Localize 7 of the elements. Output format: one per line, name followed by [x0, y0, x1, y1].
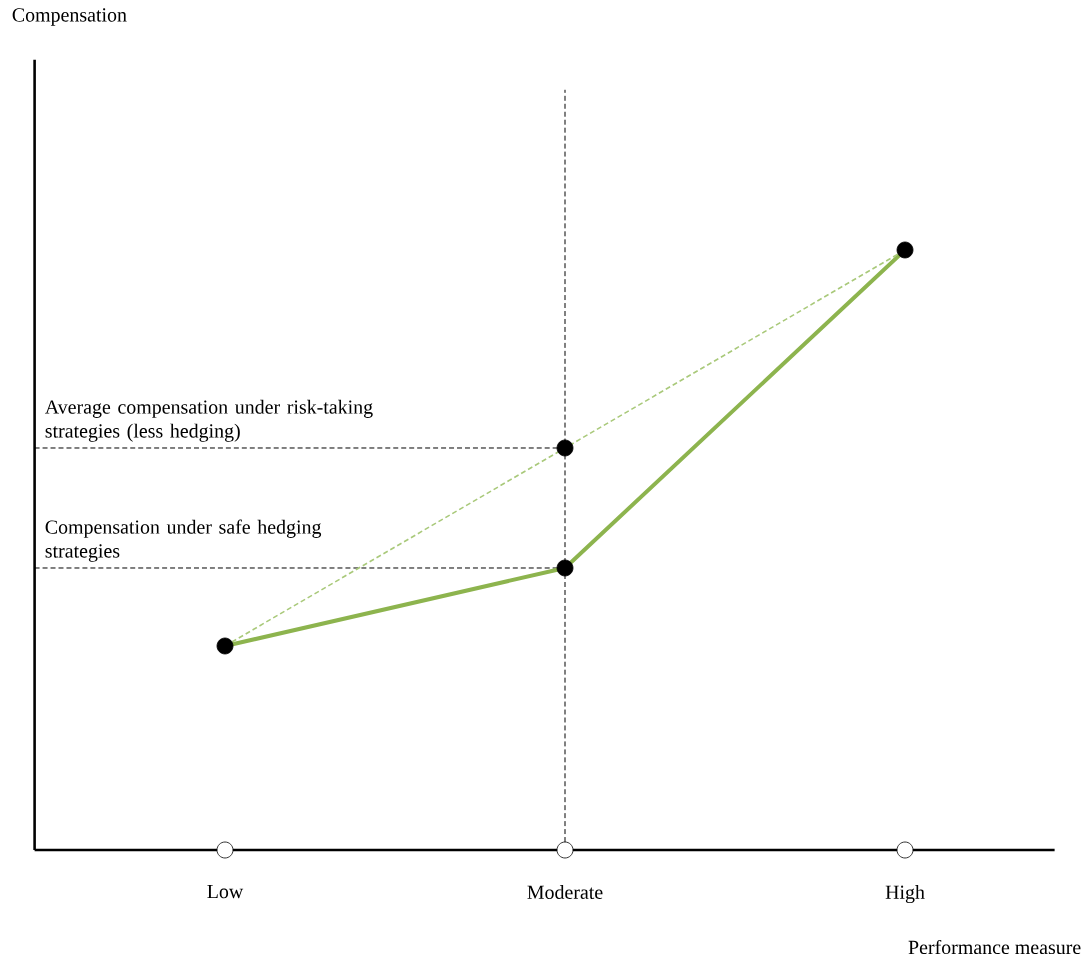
x-tick-label: High: [885, 884, 925, 904]
x-tick-label: Low: [207, 884, 244, 899]
text: Compensation: [12, 8, 127, 26]
x-axis-title: Performance measure: [908, 939, 1081, 955]
x-tick-label: Moderate: [527, 884, 603, 899]
ref-line-label: Compensation under safe hedging strategies: [45, 519, 322, 562]
ref-line-label: Average compensation under risk-taking strategies (less hedging): [44, 399, 373, 442]
